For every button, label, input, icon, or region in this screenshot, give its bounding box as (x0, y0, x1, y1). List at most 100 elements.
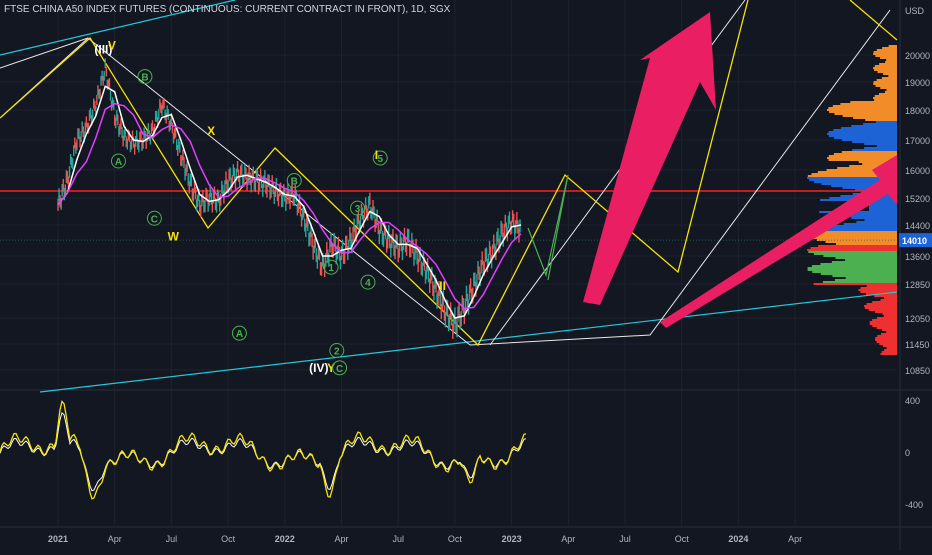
volume-profile-bar (873, 53, 897, 55)
volume-profile-bar (876, 49, 897, 51)
volume-profile-bar (858, 289, 897, 291)
wave-label: C (151, 214, 158, 225)
wave-label-circle (137, 69, 153, 85)
volume-profile-bar (877, 71, 897, 73)
wave-label-circle (372, 150, 388, 166)
oscillator-signal-line (0, 411, 527, 492)
wave-label: 4 (365, 278, 371, 289)
volume-profile (807, 45, 897, 355)
volume-profile-bar (807, 233, 897, 235)
wave-label: 2 (334, 347, 340, 358)
volume-profile-bar (876, 79, 897, 81)
volume-profile-bar (864, 143, 897, 145)
wave-label-circle (323, 259, 339, 275)
volume-profile-bar (827, 133, 897, 135)
volume-profile-bar (881, 77, 897, 79)
price-axis-label: 10850 (905, 366, 930, 376)
price-axis-label: 19000 (905, 78, 930, 88)
wave-label-circle (329, 343, 345, 358)
volume-profile-bar (876, 145, 897, 147)
volume-profile-bar (869, 323, 897, 325)
price-axis-label: 18000 (905, 106, 930, 116)
volume-profile-bar (822, 281, 897, 283)
volume-profile-bar (834, 113, 897, 115)
volume-profile-bar (869, 205, 897, 207)
volume-profile-bar (832, 275, 897, 277)
volume-profile-bar (851, 217, 897, 219)
volume-profile-bar (873, 83, 897, 85)
wave-label: 3 (355, 204, 361, 215)
wave-label: 5 (377, 154, 383, 165)
ema-fast-line (57, 85, 522, 319)
volume-profile-bar (868, 309, 897, 311)
time-axis-label: Apr (334, 534, 348, 544)
volume-profile-bar (831, 261, 897, 263)
time-axis-label: 2022 (275, 534, 295, 544)
volume-profile-bar (875, 85, 897, 87)
volume-profile-bar (809, 179, 897, 181)
forecast-arrow-right (660, 155, 897, 328)
volume-profile-bar (869, 321, 897, 323)
candles (57, 58, 521, 339)
volume-profile-bar (858, 161, 897, 163)
volume-profile-bar (814, 229, 897, 231)
volume-profile-bar (832, 225, 897, 227)
currency-label: USD (905, 6, 925, 16)
wave-label-circle (332, 360, 348, 376)
wave-label-circle (146, 210, 162, 226)
volume-profile-bar (875, 339, 897, 341)
volume-profile-bar (827, 109, 897, 111)
wave-label: I (375, 148, 378, 162)
volume-profile-bar (884, 349, 897, 351)
volume-profile-bar (849, 165, 897, 167)
channel-line-upper (0, 0, 236, 56)
volume-profile-bar (820, 263, 897, 265)
volume-profile-bar (879, 63, 897, 65)
volume-profile-bar (869, 207, 897, 209)
volume-profile-bar (807, 269, 897, 271)
volume-profile-bar (880, 353, 897, 355)
volume-profile-bar (875, 55, 897, 57)
volume-profile-bar (828, 213, 897, 215)
volume-profile-bar (869, 209, 897, 211)
volume-profile-bar (888, 45, 897, 47)
time-axis-label: Oct (675, 534, 690, 544)
volume-profile-bar (878, 93, 897, 95)
volume-profile-bar (807, 249, 897, 251)
price-axis-label: 20000 (905, 51, 930, 61)
volume-profile-bar (886, 59, 897, 61)
volume-profile-bar (873, 67, 897, 69)
wave-label-circle (286, 173, 302, 188)
wave-label: (III) (94, 43, 112, 57)
volume-profile-bar (834, 279, 897, 281)
volume-profile-bar (851, 125, 897, 127)
volume-profile-bar (809, 231, 897, 233)
volume-profile-bar (888, 75, 897, 77)
volume-profile-bar (872, 319, 897, 321)
volume-profile-bar (842, 115, 897, 117)
wave-label-circle (231, 325, 247, 341)
volume-profile-bar (860, 291, 897, 293)
volume-profile-bar (810, 237, 897, 239)
wave-label: A (115, 157, 122, 168)
volume-profile-bar (863, 123, 897, 125)
volume-profile-bar (869, 201, 897, 203)
price-axis-label: 12850 (905, 280, 930, 290)
volume-profile-bar (841, 139, 897, 141)
volume-profile-bar (841, 127, 897, 129)
volume-profile-bar (864, 307, 897, 309)
volume-profile-bar (883, 297, 897, 299)
wave-label-circle (110, 153, 126, 169)
time-axis-label: Jul (166, 534, 178, 544)
volume-profile-bar (852, 149, 897, 151)
wave-path-green (527, 174, 569, 281)
volume-profile-bar (874, 99, 897, 101)
volume-profile-bar (843, 223, 897, 225)
volume-profile-bar (880, 57, 897, 59)
volume-profile-bar (880, 87, 897, 89)
downtrend-channel (0, 37, 89, 69)
volume-profile-bar (828, 131, 897, 133)
volume-profile-bar (828, 155, 897, 157)
